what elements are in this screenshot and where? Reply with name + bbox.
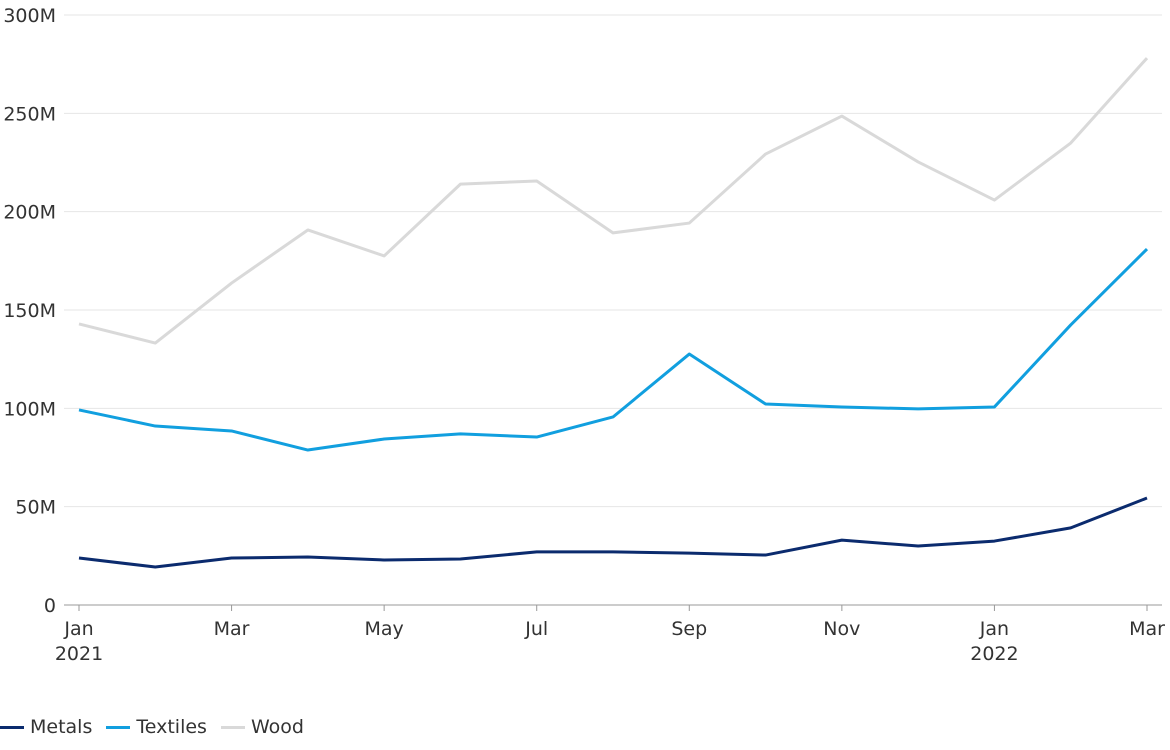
x-tick-label: Jul [524,618,548,640]
y-tick-label: 50M [15,497,56,519]
x-tick-label-year: 2021 [55,643,103,665]
y-tick-label: 150M [3,300,56,322]
x-tick-label-year: 2022 [970,643,1018,665]
x-tick-label: May [365,618,404,640]
x-tick-label: Mar [1129,618,1165,640]
y-tick-label: 100M [3,398,56,420]
y-tick-label: 0 [44,595,56,617]
legend-swatch-wood [220,725,245,729]
x-tick-label: Mar [214,618,250,640]
legend-item-textiles[interactable]: Textiles [106,716,207,738]
x-tick-label: Nov [823,618,860,640]
line-chart: 0 50M 100M 150M 200M 250M 300M Jan 2021 Mar May Ju… [3,5,1165,665]
y-tick-label: 300M [3,5,56,27]
legend-swatch-textiles [106,725,131,729]
legend-item-wood[interactable]: Wood [220,716,304,738]
series-lines [78,57,1149,569]
x-axis: Jan 2021 Mar May Jul Sep Nov Jan 2022 Mar [55,605,1165,665]
series-line-metals [78,496,1148,569]
legend-item-metals[interactable]: Metals [0,716,92,738]
legend: Metals Textiles Wood [0,716,304,738]
legend-swatch-metals [0,725,24,729]
legend-label: Wood [250,716,304,738]
x-tick-label: Sep [671,618,707,640]
y-tick-label: 200M [3,202,56,224]
series-line-wood [78,57,1149,345]
legend-label: Metals [30,716,93,738]
y-tick-label: 250M [3,103,56,125]
legend-label: Textiles [136,716,207,738]
x-tick-label: Jan [979,618,1009,640]
y-axis: 0 50M 100M 150M 200M 250M 300M [3,5,56,617]
x-tick-label: Jan [63,618,93,640]
gridlines [64,14,1162,606]
